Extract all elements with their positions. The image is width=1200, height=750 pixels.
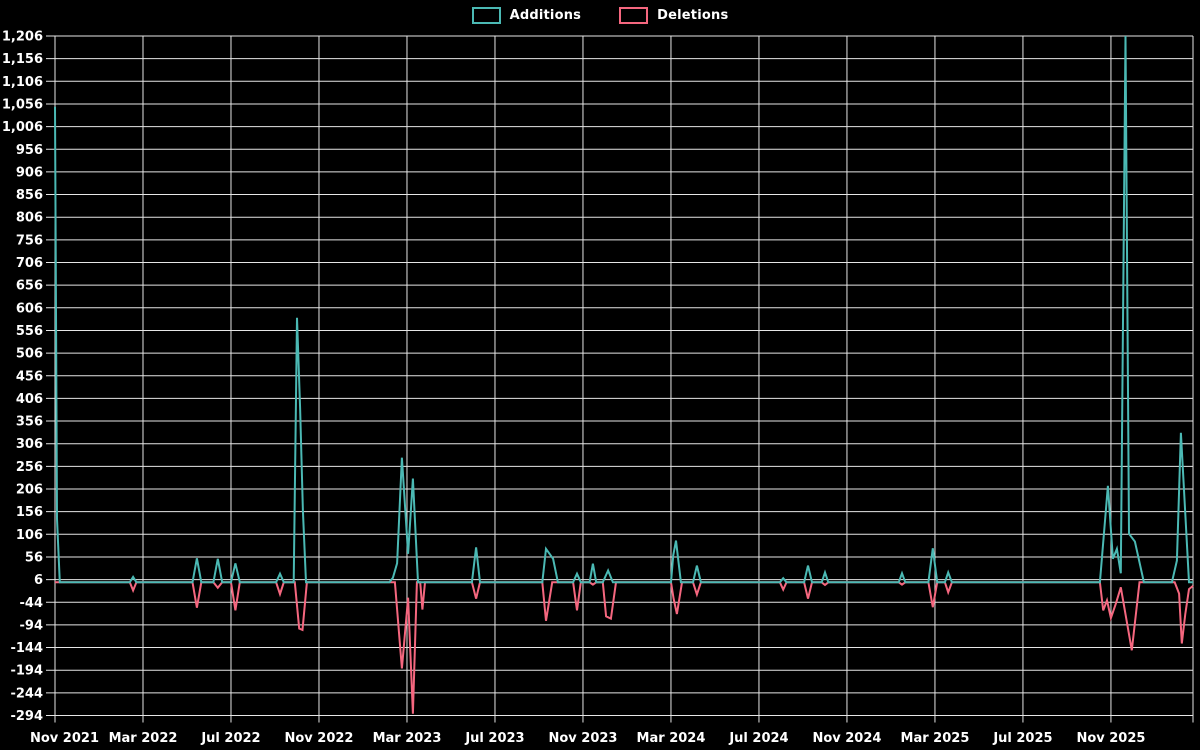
y-axis-tick-label: 856 (16, 188, 43, 203)
x-axis-tick-label: Jul 2025 (992, 731, 1052, 746)
additions-swatch-icon (471, 7, 501, 24)
additions-line (54, 35, 1193, 584)
x-axis-tick-label: Nov 2024 (812, 731, 881, 746)
y-axis-tick-label: 606 (16, 301, 43, 316)
y-axis-tick-label: -144 (10, 641, 43, 656)
x-axis-tick-label: Jul 2023 (464, 731, 524, 746)
deletions-swatch-icon (619, 7, 649, 24)
x-axis-tick-label: Nov 2023 (548, 731, 617, 746)
y-axis-tick-label: 706 (16, 256, 43, 271)
y-axis-tick-label: -294 (10, 709, 43, 724)
x-axis-tick-label: Nov 2025 (1076, 731, 1145, 746)
y-axis-tick-label: 1,106 (2, 75, 43, 90)
y-axis-tick-label: 156 (16, 505, 43, 520)
y-axis-tick-label: -94 (20, 618, 44, 633)
y-axis-tick-label: 56 (25, 550, 43, 565)
y-axis-tick-label: -194 (10, 664, 43, 679)
x-axis-tick-label: Mar 2022 (109, 731, 178, 746)
y-axis-tick-label: 306 (16, 437, 43, 452)
y-axis-tick-label: 956 (16, 143, 43, 158)
y-axis-tick-label: 106 (16, 528, 43, 543)
y-axis-tick-label: 506 (16, 347, 43, 362)
x-axis-tick-label: Nov 2021 (30, 731, 99, 746)
x-axis-tick-label: Nov 2022 (284, 731, 353, 746)
y-axis-tick-label: -244 (10, 686, 43, 701)
y-axis-tick-label: 656 (16, 279, 43, 294)
y-axis-tick-label: 1,156 (2, 52, 43, 67)
chart-legend: Additions Deletions (0, 7, 1200, 24)
y-axis-tick-label: 406 (16, 392, 43, 407)
y-axis-tick-label: 256 (16, 460, 43, 475)
y-axis-tick-label: 806 (16, 211, 43, 226)
deletions-legend-label: Deletions (657, 8, 729, 23)
y-axis-tick-label: 6 (34, 573, 43, 588)
x-axis-tick-label: Mar 2025 (901, 731, 970, 746)
y-axis-tick-label: 456 (16, 369, 43, 384)
y-axis-tick-label: 906 (16, 165, 43, 180)
y-axis-tick-label: 1,056 (2, 97, 43, 112)
y-axis-tick-label: -44 (20, 596, 44, 611)
x-axis-tick-label: Jul 2024 (728, 731, 788, 746)
legend-item-additions[interactable]: Additions (471, 7, 582, 24)
y-axis-tick-label: 556 (16, 324, 43, 339)
legend-item-deletions[interactable]: Deletions (619, 7, 728, 24)
y-axis-tick-label: 356 (16, 415, 43, 430)
x-axis-tick-label: Mar 2024 (637, 731, 706, 746)
additions-legend-label: Additions (509, 8, 582, 23)
x-axis-tick-label: Mar 2023 (373, 731, 442, 746)
y-axis-tick-label: 206 (16, 483, 43, 498)
y-axis-tick-label: 756 (16, 233, 43, 248)
y-axis-tick-label: 1,006 (2, 120, 43, 135)
y-axis-tick-label: 1,206 (2, 30, 43, 45)
x-axis-tick-label: Jul 2022 (200, 731, 260, 746)
